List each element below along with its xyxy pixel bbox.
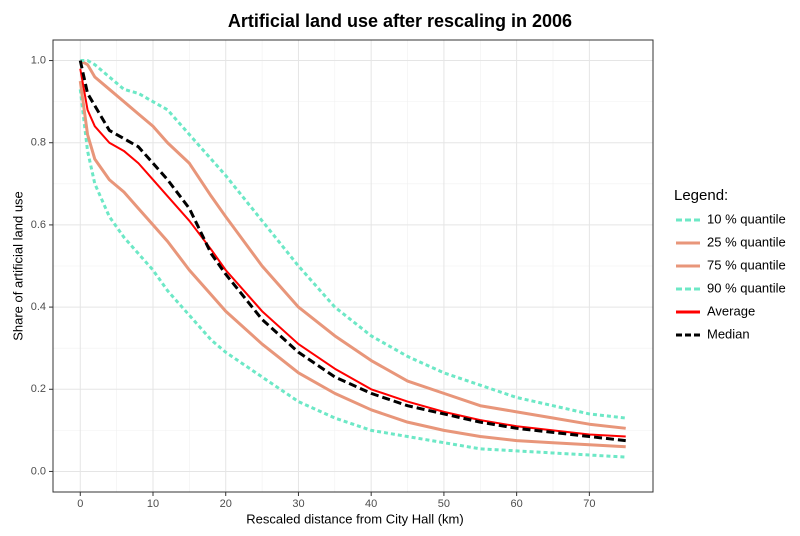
x-tick-label: 30 <box>292 498 304 510</box>
y-tick-label: 0.8 <box>31 137 46 149</box>
y-tick-label: 0.6 <box>31 219 46 231</box>
legend-label: 90 % quantile <box>707 280 786 295</box>
y-tick-label: 1.0 <box>31 54 46 66</box>
y-tick-label: 0.2 <box>31 383 46 395</box>
legend-label: Average <box>707 303 755 318</box>
x-tick-label: 0 <box>77 498 83 510</box>
data-line <box>78 89 626 459</box>
x-tick-label: 10 <box>147 498 159 510</box>
y-tick-label: 0.0 <box>31 465 46 477</box>
x-tick-label: 50 <box>438 498 450 510</box>
legend-label: 25 % quantile <box>707 234 786 249</box>
x-axis-title: Rescaled distance from City Hall (km) <box>246 511 463 526</box>
plot-border <box>52 39 654 493</box>
x-tick-label: 20 <box>220 498 232 510</box>
x-tick-label: 60 <box>511 498 523 510</box>
y-tick-label: 0.4 <box>31 301 46 313</box>
data-line <box>78 60 626 443</box>
legend-title: Legend: <box>674 187 728 204</box>
legend-label: 75 % quantile <box>707 257 786 272</box>
data-line <box>79 59 626 430</box>
x-tick-label: 70 <box>583 498 595 510</box>
chart-title: Artificial land use after rescaling in 2… <box>228 11 572 31</box>
data-line <box>78 80 626 449</box>
data-line <box>79 68 626 438</box>
data-line <box>80 59 626 420</box>
legend-label: 10 % quantile <box>707 211 786 226</box>
x-tick-label: 40 <box>365 498 377 510</box>
legend-label: Median <box>707 326 750 341</box>
y-axis-title: Share of artificial land use <box>10 191 25 341</box>
